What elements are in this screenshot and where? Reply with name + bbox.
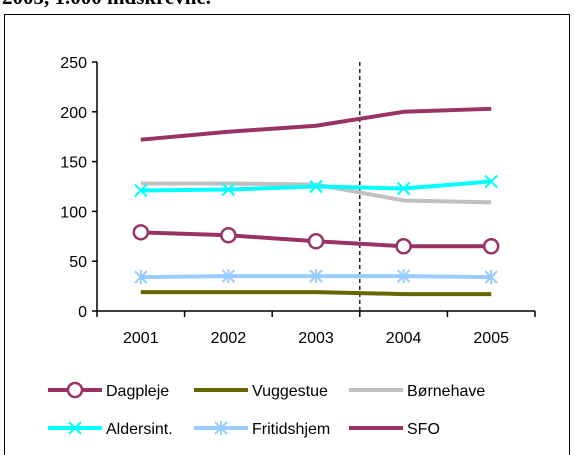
legend-item: Fritidshjem (194, 421, 330, 438)
legend-item: Aldersint. (48, 421, 173, 438)
y-tick-label: 50 (69, 254, 87, 271)
series-sfo (140, 106, 492, 142)
data-point (221, 269, 236, 284)
data-point (221, 182, 236, 197)
marker-stroke (68, 421, 82, 435)
data-point (134, 183, 148, 198)
legend-label: Vuggestue (252, 383, 328, 400)
data-point (134, 270, 148, 285)
y-tick-label: 0 (78, 304, 87, 321)
legend-item: Børnehave (349, 383, 485, 400)
y-tick-label: 200 (60, 105, 87, 122)
marker-stroke (221, 182, 236, 197)
data-point (396, 181, 411, 196)
legend-label: Fritidshjem (252, 421, 330, 438)
series-vuggestue (140, 290, 492, 297)
data-point (132, 224, 150, 241)
data-point (395, 238, 412, 255)
legend-item: SFO (349, 421, 440, 438)
series-line (140, 106, 492, 142)
x-tick-label: 2004 (386, 330, 422, 347)
x-tick-label: 2002 (211, 330, 247, 347)
legend-label: SFO (407, 421, 440, 438)
legend-marker (66, 381, 84, 399)
data-point (307, 233, 325, 250)
marker-stroke (484, 174, 498, 189)
legend-marker (214, 421, 228, 435)
y-tick-label: 150 (60, 155, 87, 172)
page-title: 2005, 1.000 indskrevne. (2, 0, 211, 10)
legend-item: Dagpleje (48, 381, 169, 400)
x-tick-label: 2005 (473, 330, 509, 347)
series-fritidshjem (134, 269, 498, 285)
data-point (309, 179, 323, 194)
data-point (309, 269, 323, 284)
chart-frame (4, 14, 570, 455)
x-tick-label: 2001 (123, 330, 159, 347)
legend-label: Børnehave (407, 383, 485, 400)
data-point (482, 238, 500, 255)
series-aldersint- (134, 174, 498, 198)
series-dagpleje (132, 224, 500, 255)
series-line (140, 290, 492, 297)
marker-stroke (309, 179, 323, 194)
legend-label: Dagpleje (106, 383, 169, 400)
data-point (396, 269, 411, 284)
marker-stroke (134, 183, 148, 198)
y-tick-label: 250 (60, 55, 87, 72)
legend-item: Vuggestue (194, 383, 328, 400)
data-point (220, 227, 237, 244)
x-tick-label: 2003 (298, 330, 334, 347)
legend-marker (68, 421, 82, 435)
data-point (484, 174, 498, 189)
legend-label: Aldersint. (106, 421, 173, 438)
marker-stroke (396, 181, 411, 196)
y-tick-label: 100 (60, 204, 87, 221)
data-point (484, 270, 498, 285)
